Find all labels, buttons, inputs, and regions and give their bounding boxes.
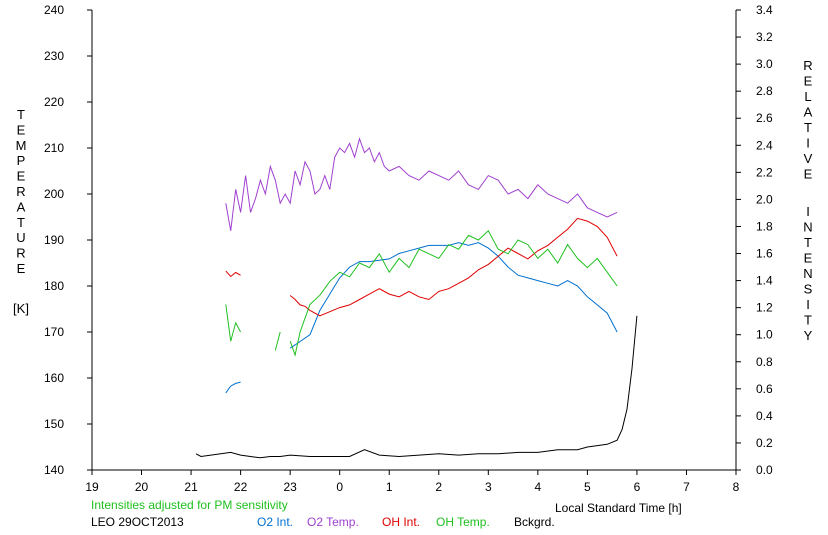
- sensitivity-note: Intensities adjusted for PM sensitivity: [91, 498, 288, 512]
- right-axis-letter: I: [806, 204, 810, 219]
- right-tick-label: 3.0: [756, 57, 773, 71]
- left-axis-unit: [K]: [13, 301, 29, 316]
- left-tick-label: 240: [44, 3, 64, 17]
- plot-frame: [91, 10, 737, 471]
- left-axis-letter: E: [17, 169, 26, 184]
- right-tick-label: 0.4: [756, 409, 773, 423]
- right-tick-label: 2.2: [756, 165, 773, 179]
- right-tick-label: 1.2: [756, 301, 773, 315]
- x-tick-label: 8: [733, 480, 740, 494]
- right-axis: 0.0 0.2 0.4 0.6 0.8 1.0 1.2 1.4 1.6 1.8 2.0 2.2 2.4 2…: [736, 3, 773, 477]
- left-axis-letter: E: [17, 122, 26, 137]
- series-line-oh-temp: [225, 304, 242, 342]
- right-axis-letter: R: [803, 58, 812, 73]
- right-tick-label: 2.0: [756, 192, 773, 206]
- left-axis-letter: A: [17, 199, 26, 214]
- x-tick-label: 7: [683, 480, 690, 494]
- left-axis: 140 150 160 170 180 190 200 210 220 230 240: [44, 3, 92, 477]
- right-tick-label: 3.4: [756, 3, 773, 17]
- right-tick-label: 0.8: [756, 355, 773, 369]
- series-line-bckgrd: [195, 315, 638, 459]
- right-axis-letter: T: [804, 120, 812, 135]
- series-line-oh-temp: [274, 331, 281, 351]
- x-tick-label: 20: [135, 480, 149, 494]
- right-axis-letter: E: [804, 167, 813, 182]
- station-date: LEO 29OCT2013: [91, 515, 184, 529]
- right-tick-label: 1.6: [756, 247, 773, 261]
- right-tick-label: 2.8: [756, 84, 773, 98]
- series-line-o2-temp: [225, 137, 618, 231]
- left-axis-letter: M: [16, 138, 27, 153]
- x-tick-label: 1: [386, 480, 393, 494]
- x-tick-label: 3: [485, 480, 492, 494]
- right-tick-label: 2.6: [756, 111, 773, 125]
- left-tick-label: 220: [44, 95, 64, 109]
- legend-o2-int: O2 Int.: [257, 515, 293, 529]
- left-tick-label: 230: [44, 49, 64, 63]
- right-axis-letter: E: [804, 251, 813, 266]
- right-axis-letter: N: [803, 266, 812, 281]
- right-axis-letter: Y: [804, 328, 813, 343]
- right-axis-letter: I: [806, 297, 810, 312]
- right-axis-letter: T: [804, 235, 812, 250]
- right-axis-letter: V: [804, 151, 813, 166]
- right-axis-letter: E: [804, 74, 813, 89]
- series-line-o2-int: [289, 242, 618, 349]
- x-tick-label: 19: [85, 480, 99, 494]
- left-tick-label: 180: [44, 279, 64, 293]
- left-tick-label: 200: [44, 187, 64, 201]
- x-tick-label: 6: [634, 480, 641, 494]
- left-tick-label: 170: [44, 325, 64, 339]
- right-tick-label: 1.8: [756, 219, 773, 233]
- left-axis-letter: T: [17, 107, 25, 122]
- left-tick-label: 140: [44, 463, 64, 477]
- left-axis-letter: P: [17, 153, 26, 168]
- right-axis-letter: L: [804, 89, 811, 104]
- legend-o2-temp: O2 Temp.: [307, 515, 359, 529]
- x-tick-label: 21: [184, 480, 198, 494]
- right-tick-label: 3.2: [756, 30, 773, 44]
- series-line-oh-temp: [289, 229, 618, 357]
- right-tick-label: 0.6: [756, 382, 773, 396]
- right-tick-label: 2.4: [756, 138, 773, 152]
- series-group: [195, 137, 638, 459]
- left-axis-letter: R: [16, 246, 25, 261]
- right-axis-letter: A: [804, 105, 813, 120]
- right-tick-label: 0.0: [756, 463, 773, 477]
- series-line-oh-int: [289, 217, 618, 317]
- x-tick-label: 5: [584, 480, 591, 494]
- right-tick-label: 1.4: [756, 274, 773, 288]
- x-tick-label: 0: [336, 480, 343, 494]
- x-tick-label: 2: [435, 480, 442, 494]
- right-axis-letter: S: [804, 282, 813, 297]
- right-axis-letter: I: [806, 136, 810, 151]
- right-axis-letter: N: [803, 220, 812, 235]
- x-tick-label: 23: [283, 480, 297, 494]
- legend-oh-int: OH Int.: [382, 515, 420, 529]
- x-tick-label: 4: [535, 480, 542, 494]
- right-axis-letter: T: [804, 313, 812, 328]
- left-tick-label: 160: [44, 371, 64, 385]
- series-line-oh-int: [225, 270, 241, 278]
- left-axis-letter: U: [16, 230, 25, 245]
- left-axis-letter: E: [17, 261, 26, 276]
- series-line-o2-int: [225, 381, 241, 394]
- legend-oh-temp: OH Temp.: [436, 515, 490, 529]
- left-tick-label: 150: [44, 417, 64, 431]
- left-tick-label: 190: [44, 233, 64, 247]
- x-tick-label: 22: [234, 480, 248, 494]
- right-tick-label: 0.2: [756, 436, 773, 450]
- x-axis: 19 20 21 22 23 0 1 2 3 4 5 6 7 8: [85, 470, 740, 494]
- legend-bckgrd: Bckgrd.: [514, 515, 555, 529]
- left-tick-label: 210: [44, 141, 64, 155]
- right-tick-label: 1.0: [756, 328, 773, 342]
- x-axis-label: Local Standard Time [h]: [555, 501, 682, 515]
- left-axis-letter: R: [16, 184, 25, 199]
- left-axis-letter: T: [17, 215, 25, 230]
